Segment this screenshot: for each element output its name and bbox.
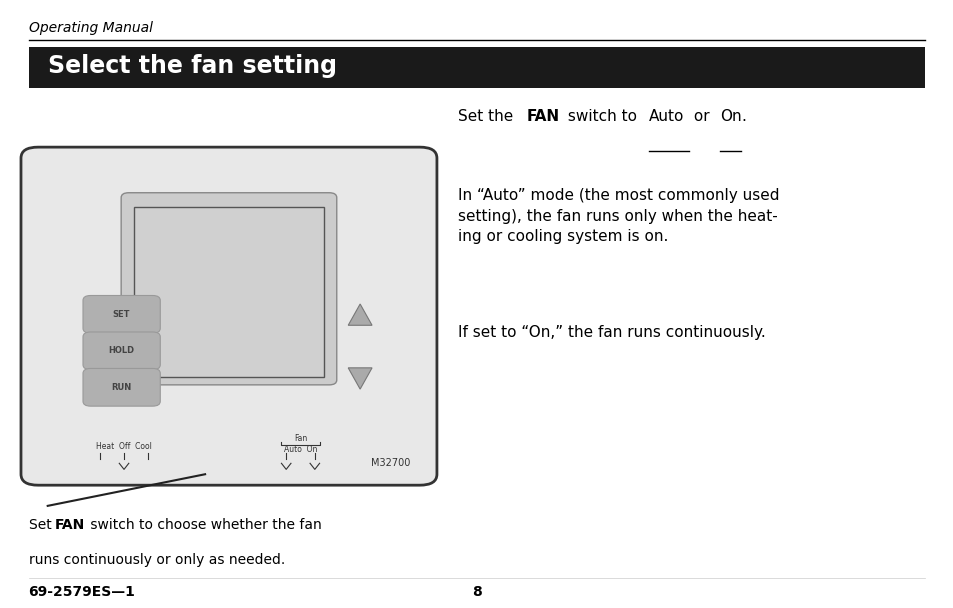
Text: Fan: Fan (294, 435, 307, 443)
Text: switch to: switch to (562, 109, 641, 125)
FancyBboxPatch shape (121, 193, 336, 385)
Text: On: On (720, 109, 741, 125)
Polygon shape (348, 368, 372, 389)
Text: Heat  Off  Cool: Heat Off Cool (96, 443, 152, 451)
FancyBboxPatch shape (83, 368, 160, 406)
FancyBboxPatch shape (29, 47, 924, 88)
Text: 8: 8 (472, 585, 481, 599)
Text: .: . (740, 109, 745, 125)
Polygon shape (348, 304, 372, 325)
Text: Set the: Set the (457, 109, 517, 125)
Text: If set to “On,” the fan runs continuously.: If set to “On,” the fan runs continuousl… (457, 325, 765, 340)
FancyBboxPatch shape (83, 332, 160, 370)
Text: In “Auto” mode (the most commonly used
setting), the fan runs only when the heat: In “Auto” mode (the most commonly used s… (457, 188, 779, 244)
Text: switch to choose whether the fan: switch to choose whether the fan (86, 518, 321, 532)
Text: HOLD: HOLD (108, 347, 134, 355)
FancyBboxPatch shape (83, 295, 160, 333)
FancyBboxPatch shape (21, 147, 436, 485)
Text: Select the fan setting: Select the fan setting (48, 54, 336, 78)
Text: Auto: Auto (648, 109, 683, 125)
Text: RUN: RUN (111, 383, 132, 392)
Text: Set: Set (29, 518, 55, 532)
Text: Operating Manual: Operating Manual (29, 21, 152, 35)
Text: FAN: FAN (526, 109, 559, 125)
Text: M32700: M32700 (371, 458, 410, 468)
Text: FAN: FAN (54, 518, 85, 532)
Text: or: or (688, 109, 714, 125)
Text: SET: SET (112, 310, 130, 319)
Text: 69-2579ES—1: 69-2579ES—1 (29, 585, 135, 599)
Text: Auto  On: Auto On (284, 446, 316, 454)
FancyBboxPatch shape (133, 207, 324, 377)
Text: runs continuously or only as needed.: runs continuously or only as needed. (29, 553, 285, 567)
